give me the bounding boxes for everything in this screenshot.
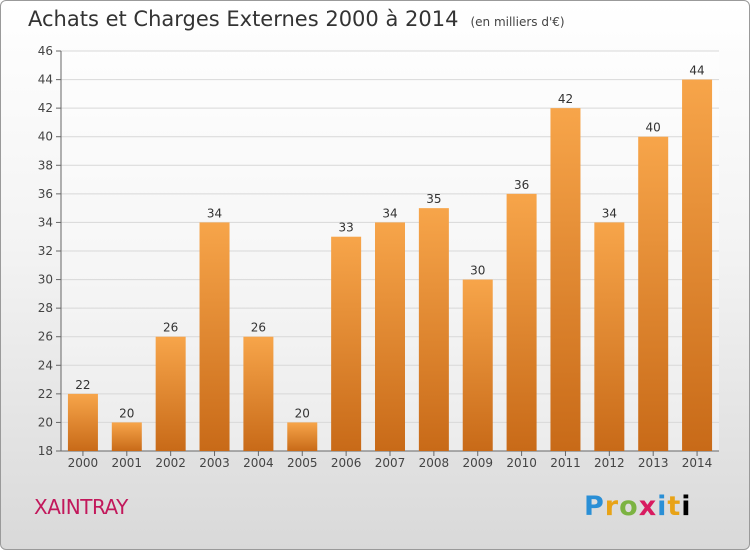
data-label: 33 [338,221,353,235]
chart-title: Achats et Charges Externes 2000 à 2014 [28,7,459,31]
y-tick-label: 46 [38,44,53,58]
bar [550,108,581,452]
bar [67,393,98,451]
commune-name: XAINTRAY [34,495,128,519]
x-tick-label: 2005 [287,456,318,470]
bar [506,193,537,451]
bar [594,222,625,451]
y-tick-label: 34 [38,215,53,229]
y-tick-label: 26 [38,330,53,344]
x-tick-label: 2002 [155,456,186,470]
bar [155,336,186,451]
y-tick-label: 36 [38,187,53,201]
y-tick-label: 28 [38,301,53,315]
data-label: 34 [207,206,222,220]
bar [638,136,669,451]
data-label: 20 [119,406,134,420]
bar [682,79,713,452]
data-label: 22 [75,378,90,392]
data-label: 26 [251,321,266,335]
y-tick-label: 44 [38,73,53,87]
x-tick-label: 2003 [199,456,230,470]
y-tick-label: 30 [38,273,53,287]
x-tick-label: 2012 [594,456,625,470]
x-tick-label: 2006 [331,456,362,470]
bar [243,336,274,451]
x-tick-label: 2010 [506,456,537,470]
data-label: 36 [514,178,529,192]
y-tick-label: 32 [38,244,53,258]
y-tick-label: 18 [38,444,53,458]
data-label: 34 [382,206,397,220]
y-tick-label: 42 [38,101,53,115]
x-tick-label: 2009 [462,456,493,470]
x-tick-label: 2004 [243,456,274,470]
chart-subtitle: (en milliers d'€) [470,15,565,29]
y-tick-label: 38 [38,158,53,172]
x-tick-label: 2001 [112,456,143,470]
y-tick-label: 24 [38,358,53,372]
y-tick-label: 20 [38,415,53,429]
data-label: 40 [646,121,661,135]
bar [331,236,362,451]
bar [375,222,405,451]
y-tick-label: 40 [38,130,53,144]
data-label: 42 [558,92,573,106]
data-label: 44 [689,64,704,78]
data-label: 35 [426,192,441,206]
proxiti-logo: Proxiti [584,491,692,522]
bar [462,279,493,451]
data-label: 20 [295,406,310,420]
data-label: 26 [163,321,178,335]
bar [287,422,318,451]
x-tick-label: 2014 [682,456,713,470]
x-tick-label: 2007 [375,456,406,470]
bar [199,222,230,451]
bar [111,422,142,451]
data-label: 30 [470,264,485,278]
data-label: 34 [602,206,617,220]
x-tick-label: 2008 [419,456,450,470]
chart-title-block: Achats et Charges Externes 2000 à 2014 (e… [28,7,565,31]
x-tick-label: 2011 [550,456,581,470]
bar [418,208,449,451]
x-tick-label: 2013 [638,456,669,470]
y-tick-label: 22 [38,387,53,401]
x-tick-label: 2000 [68,456,99,470]
